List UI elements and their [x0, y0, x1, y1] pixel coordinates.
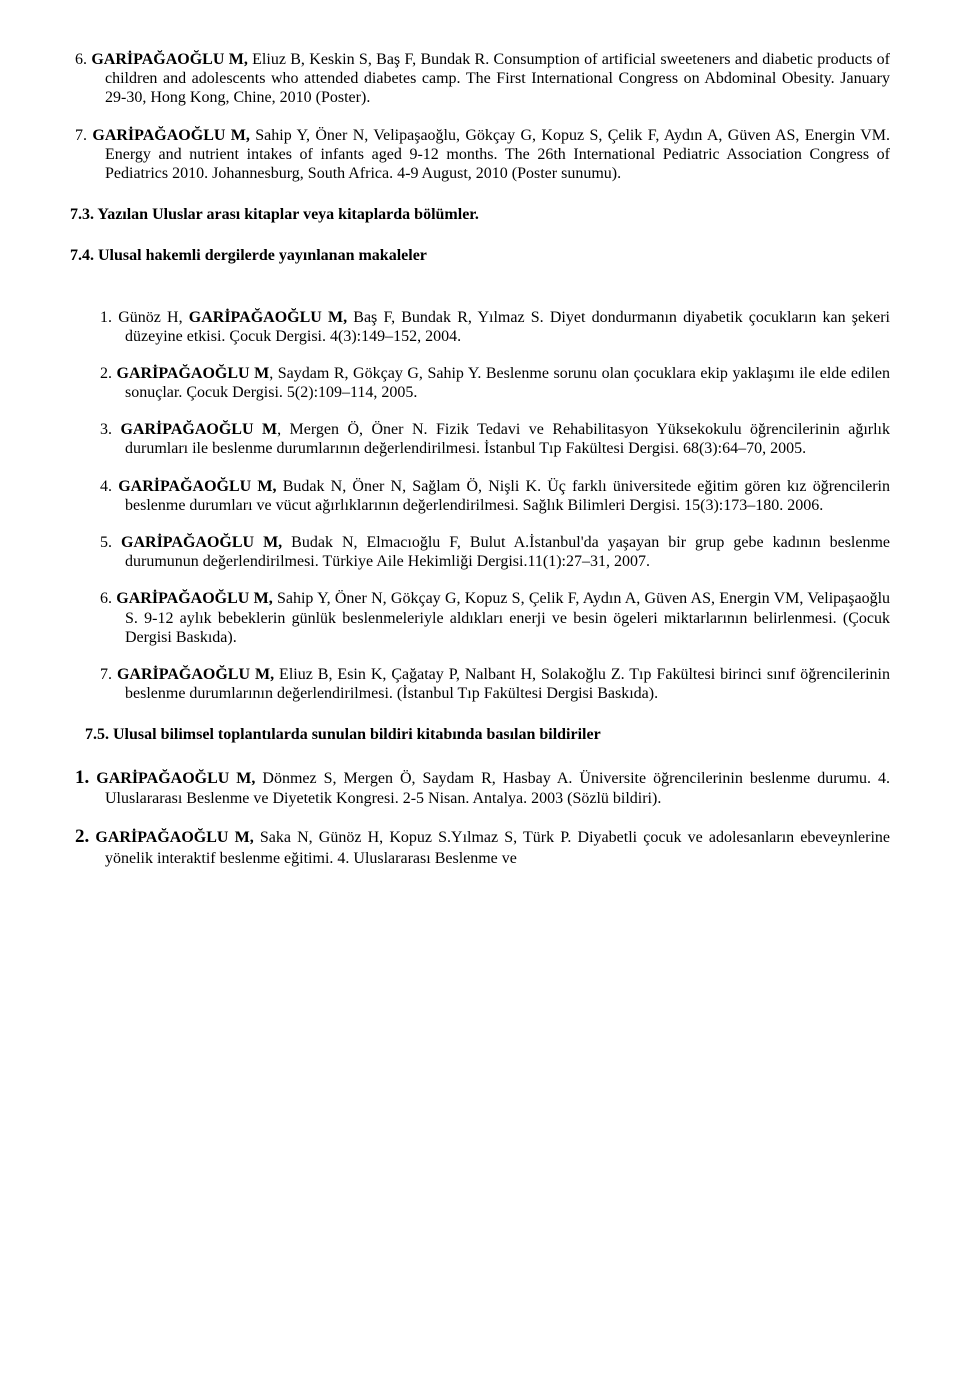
item-number: 7. [100, 666, 112, 683]
author-bold: GARİPAĞAOĞLU M, [96, 770, 255, 787]
reference-item: 2. GARİPAĞAOĞLU M, Saka N, Günöz H, Kopu… [70, 826, 890, 868]
author-bold: GARİPAĞAOĞLU M, [92, 127, 250, 144]
reference-item: 6. GARİPAĞAOĞLU M, Sahip Y, Öner N, Gökç… [70, 589, 890, 647]
reference-list-7-4: 1. Günöz H, GARİPAĞAOĞLU M, Baş F, Bunda… [70, 308, 890, 704]
reference-item: 7. GARİPAĞAOĞLU M, Sahip Y, Öner N, Veli… [70, 126, 890, 184]
author-pre: Günöz H, [118, 309, 189, 326]
item-number: 1. [100, 309, 112, 326]
author-bold: GARİPAĞAOĞLU M, [117, 666, 274, 683]
author-bold: GARİPAĞAOĞLU M, [116, 590, 272, 607]
author-bold: GARİPAĞAOĞLU M, [189, 309, 347, 326]
author-bold: GARİPAĞAOĞLU M [117, 365, 270, 382]
section-heading-7-4: 7.4. Ulusal hakemli dergilerde yayınlana… [70, 246, 890, 265]
item-number: 2. [100, 365, 112, 382]
reference-item: 2. GARİPAĞAOĞLU M, Saydam R, Gökçay G, S… [70, 364, 890, 402]
author-bold: GARİPAĞAOĞLU M [120, 421, 277, 438]
item-number: 1. [75, 767, 89, 788]
reference-item: 4. GARİPAĞAOĞLU M, Budak N, Öner N, Sağl… [70, 477, 890, 515]
reference-list-6: 6. GARİPAĞAOĞLU M, Eliuz B, Keskin S, Ba… [70, 50, 890, 183]
reference-item: 7. GARİPAĞAOĞLU M, Eliuz B, Esin K, Çağa… [70, 665, 890, 703]
item-number: 6. [100, 590, 112, 607]
item-number: 2. [75, 826, 89, 847]
item-number: 4. [100, 478, 112, 495]
author-bold: GARİPAĞAOĞLU M, [121, 534, 282, 551]
reference-item: 1. Günöz H, GARİPAĞAOĞLU M, Baş F, Bunda… [70, 308, 890, 346]
section-heading-7-5: 7.5. Ulusal bilimsel toplantılarda sunul… [70, 725, 890, 744]
author-bold: GARİPAĞAOĞLU M, [95, 829, 253, 846]
reference-item: 5. GARİPAĞAOĞLU M, Budak N, Elmacıoğlu F… [70, 533, 890, 571]
reference-item: 3. GARİPAĞAOĞLU M, Mergen Ö, Öner N. Fiz… [70, 420, 890, 458]
reference-item: 1. GARİPAĞAOĞLU M, Dönmez S, Mergen Ö, S… [70, 767, 890, 809]
author-bold: GARİPAĞAOĞLU M, [91, 51, 247, 68]
author-bold: GARİPAĞAOĞLU M, [118, 478, 276, 495]
section-heading-7-3: 7.3. Yazılan Uluslar arası kitaplar veya… [70, 205, 890, 224]
item-number: 3. [100, 421, 112, 438]
spacer [70, 288, 890, 308]
item-number: 7. [75, 127, 87, 144]
item-number: 6. [75, 51, 87, 68]
item-number: 5. [100, 534, 112, 551]
reference-list-7-5: 1. GARİPAĞAOĞLU M, Dönmez S, Mergen Ö, S… [70, 767, 890, 869]
reference-item: 6. GARİPAĞAOĞLU M, Eliuz B, Keskin S, Ba… [70, 50, 890, 108]
